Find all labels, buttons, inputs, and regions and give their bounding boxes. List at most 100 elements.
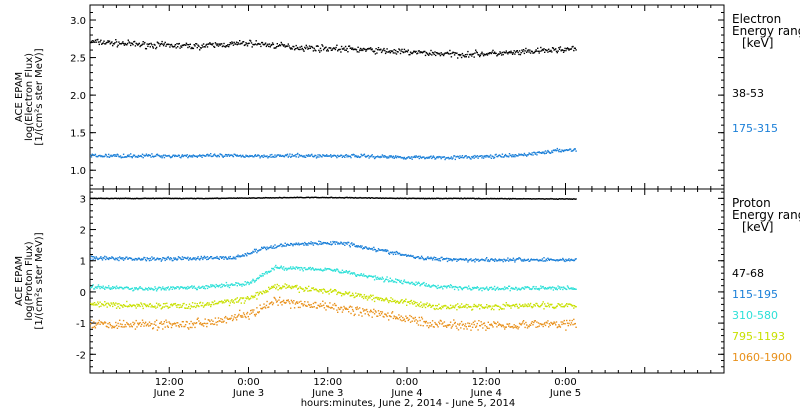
data-point	[383, 47, 385, 50]
data-point	[336, 197, 338, 199]
data-point	[164, 287, 166, 289]
data-point	[244, 315, 246, 318]
data-point	[381, 249, 384, 251]
data-point	[549, 303, 551, 306]
data-point	[200, 154, 202, 157]
data-point	[494, 154, 496, 156]
data-point	[462, 323, 464, 325]
data-point	[502, 156, 504, 158]
data-point	[555, 259, 558, 261]
data-point	[293, 267, 296, 269]
data-point	[333, 241, 336, 243]
data-point	[261, 307, 264, 310]
data-point	[446, 51, 449, 54]
data-point	[474, 261, 476, 263]
data-point	[353, 314, 355, 317]
data-point	[315, 269, 318, 271]
data-point	[432, 284, 435, 286]
data-point	[398, 279, 400, 281]
data-point	[177, 286, 180, 288]
data-point	[411, 281, 413, 284]
data-point	[520, 259, 522, 261]
data-point	[260, 275, 262, 278]
data-point	[188, 305, 190, 308]
data-point	[130, 323, 132, 325]
data-point	[253, 295, 255, 298]
data-point	[508, 323, 511, 325]
data-point	[109, 305, 111, 307]
data-point	[381, 50, 384, 52]
data-point	[526, 304, 528, 306]
data-point	[341, 311, 344, 313]
data-point	[454, 197, 457, 199]
data-point	[493, 260, 496, 262]
data-point	[458, 307, 460, 309]
data-point	[109, 288, 111, 290]
data-point	[461, 306, 464, 308]
data-point	[269, 287, 271, 290]
data-point	[380, 249, 383, 251]
data-point	[447, 285, 449, 287]
data-point	[486, 197, 488, 200]
data-point	[433, 156, 435, 158]
data-point	[330, 196, 332, 198]
data-point	[550, 258, 552, 260]
data-point	[557, 50, 559, 52]
data-point	[420, 301, 422, 303]
data-point	[333, 308, 335, 310]
data-point	[284, 46, 286, 48]
data-point	[435, 52, 438, 54]
data-point	[396, 279, 398, 281]
data-point	[386, 276, 388, 278]
data-point	[130, 257, 133, 260]
data-point	[348, 292, 350, 294]
data-point	[504, 259, 506, 261]
data-point	[173, 303, 176, 305]
data-point	[293, 286, 295, 288]
data-point	[401, 320, 403, 322]
data-point	[427, 197, 429, 200]
data-point	[566, 149, 569, 152]
data-point	[373, 51, 375, 53]
data-point	[271, 286, 274, 289]
data-point	[322, 45, 324, 47]
data-point	[454, 305, 456, 307]
data-point	[342, 155, 344, 157]
data-point	[184, 286, 186, 289]
data-point	[265, 304, 268, 307]
data-point	[121, 197, 124, 200]
data-point	[265, 271, 268, 273]
data-point	[141, 288, 144, 290]
data-point	[230, 258, 232, 260]
data-point	[157, 257, 159, 260]
data-point	[425, 157, 427, 159]
data-point	[433, 256, 435, 258]
data-point	[141, 258, 143, 260]
data-point	[416, 283, 418, 286]
data-point	[505, 198, 507, 200]
data-point	[369, 297, 371, 299]
data-point	[338, 155, 340, 157]
data-point	[573, 318, 575, 321]
data-point	[476, 306, 478, 308]
data-point	[554, 287, 556, 289]
data-point	[377, 248, 380, 250]
data-point	[318, 268, 320, 271]
data-point	[249, 39, 251, 42]
data-point	[402, 280, 405, 283]
data-point	[97, 284, 100, 286]
data-point	[208, 43, 210, 45]
data-point	[315, 50, 317, 52]
data-point	[445, 52, 447, 54]
data-point	[333, 242, 335, 244]
data-point	[319, 303, 322, 305]
data-point	[159, 322, 161, 325]
data-point	[328, 243, 330, 245]
data-point	[304, 243, 307, 245]
data-point	[255, 197, 257, 199]
data-point	[551, 303, 553, 306]
data-point	[517, 155, 519, 157]
data-point	[99, 301, 101, 303]
data-point	[396, 300, 398, 302]
data-point	[520, 305, 522, 307]
